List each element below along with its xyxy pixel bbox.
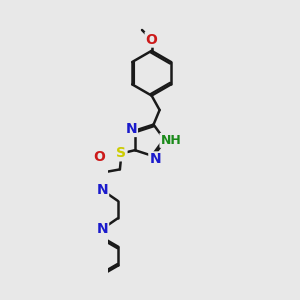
- Text: N: N: [125, 122, 137, 136]
- Text: O: O: [146, 33, 158, 46]
- Text: N: N: [97, 183, 108, 197]
- Text: O: O: [93, 150, 105, 164]
- Text: N: N: [97, 222, 108, 236]
- Text: NH: NH: [160, 134, 181, 147]
- Text: N: N: [149, 152, 161, 167]
- Text: S: S: [116, 146, 127, 161]
